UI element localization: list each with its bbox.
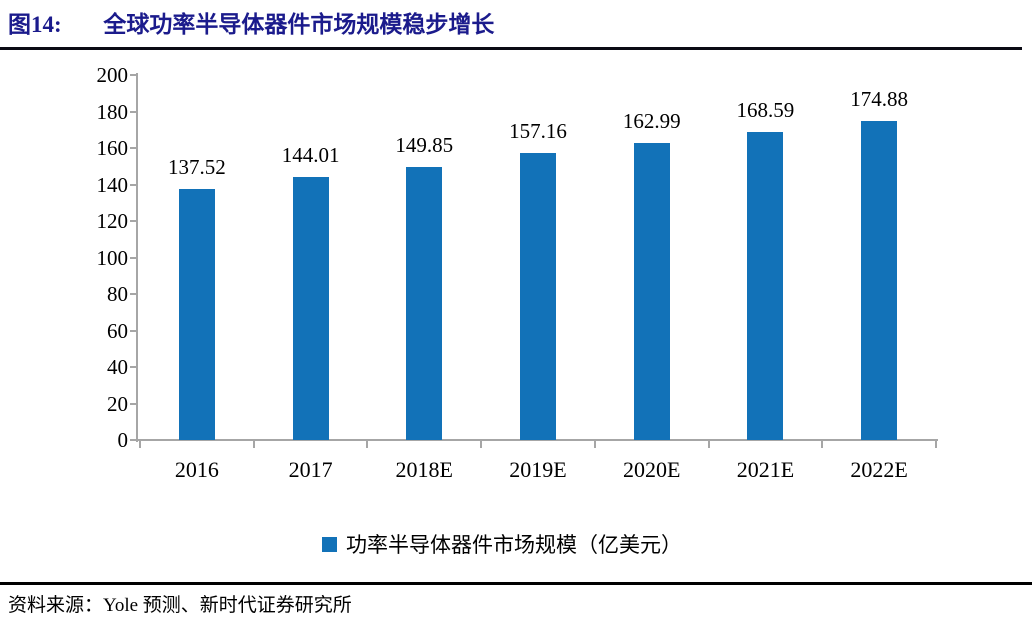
figure-title: 全球功率半导体器件市场规模稳步增长 <box>103 12 495 37</box>
bar-2021E <box>747 132 784 440</box>
bar-value-label: 174.88 <box>850 86 909 111</box>
bar-2022E <box>861 120 898 440</box>
source-attribution: 资料来源：Yole 预测、新时代证券研究所 <box>8 595 352 616</box>
x-axis-tick <box>593 441 596 448</box>
bar-2019E <box>520 153 556 440</box>
y-axis-label: 100 <box>96 245 129 270</box>
title-divider-rule <box>0 47 1022 50</box>
y-axis-tick <box>130 183 136 186</box>
y-axis-tick <box>130 366 136 368</box>
bar-value-label: 157.16 <box>509 119 567 144</box>
y-axis-label: 60 <box>107 318 128 343</box>
bar-value-label: 168.59 <box>736 98 795 123</box>
y-axis-tick <box>130 293 136 295</box>
y-axis-line <box>136 73 138 442</box>
y-axis-label: 20 <box>107 391 128 416</box>
figure-number-label: 图14: <box>8 12 62 37</box>
y-axis-label: 80 <box>107 282 128 306</box>
y-axis-tick <box>130 439 136 441</box>
bar-2016 <box>178 189 215 440</box>
y-axis-label: 160 <box>96 136 129 160</box>
bar-2020E <box>633 142 670 440</box>
y-axis-tick <box>130 110 136 113</box>
x-axis-label: 2021E <box>736 457 795 482</box>
x-axis-label: 2022E <box>850 457 908 482</box>
y-axis-label: 40 <box>107 355 128 379</box>
y-axis-label: 200 <box>96 63 129 87</box>
x-axis-tick <box>821 441 824 448</box>
x-axis-tick <box>935 441 937 448</box>
bar-value-label: 137.52 <box>167 155 226 180</box>
y-axis-tick <box>130 74 136 76</box>
x-axis-tick <box>366 441 369 448</box>
y-axis-tick <box>130 329 136 332</box>
x-axis-label: 2020E <box>622 457 681 482</box>
y-axis-label: 140 <box>96 172 129 197</box>
y-axis-tick <box>130 147 136 149</box>
y-axis-tick <box>130 256 136 259</box>
x-axis-tick <box>480 441 483 448</box>
x-axis-tick <box>707 441 710 448</box>
bar-value-label: 144.01 <box>281 143 340 168</box>
source-divider-rule <box>0 582 1032 585</box>
bar-value-label: 162.99 <box>622 108 681 133</box>
bar-value-label: 149.85 <box>395 132 454 157</box>
figure-title-row: 图14: 全球功率半导体器件市场规模稳步增长 <box>8 10 494 40</box>
legend-swatch-icon <box>322 536 337 552</box>
x-axis-tick <box>139 441 141 448</box>
y-axis-tick <box>130 220 136 222</box>
x-axis-line <box>136 439 938 441</box>
x-axis-label: 2019E <box>509 457 567 482</box>
legend-series-label: 功率半导体器件市场规模（亿美元） <box>346 533 682 557</box>
x-axis-label: 2017 <box>288 457 333 482</box>
y-axis-tick <box>130 402 136 405</box>
x-axis-tick <box>252 441 255 448</box>
bar-2018E <box>406 166 443 440</box>
y-axis-label: 180 <box>96 99 129 124</box>
bar-2017 <box>292 177 329 440</box>
y-axis-label: 0 <box>117 428 129 452</box>
x-axis-label: 2018E <box>395 457 453 482</box>
chart-legend: 功率半导体器件市场规模（亿美元） <box>0 529 1004 559</box>
x-axis-label: 2016 <box>174 457 219 482</box>
y-axis-label: 120 <box>96 209 129 233</box>
